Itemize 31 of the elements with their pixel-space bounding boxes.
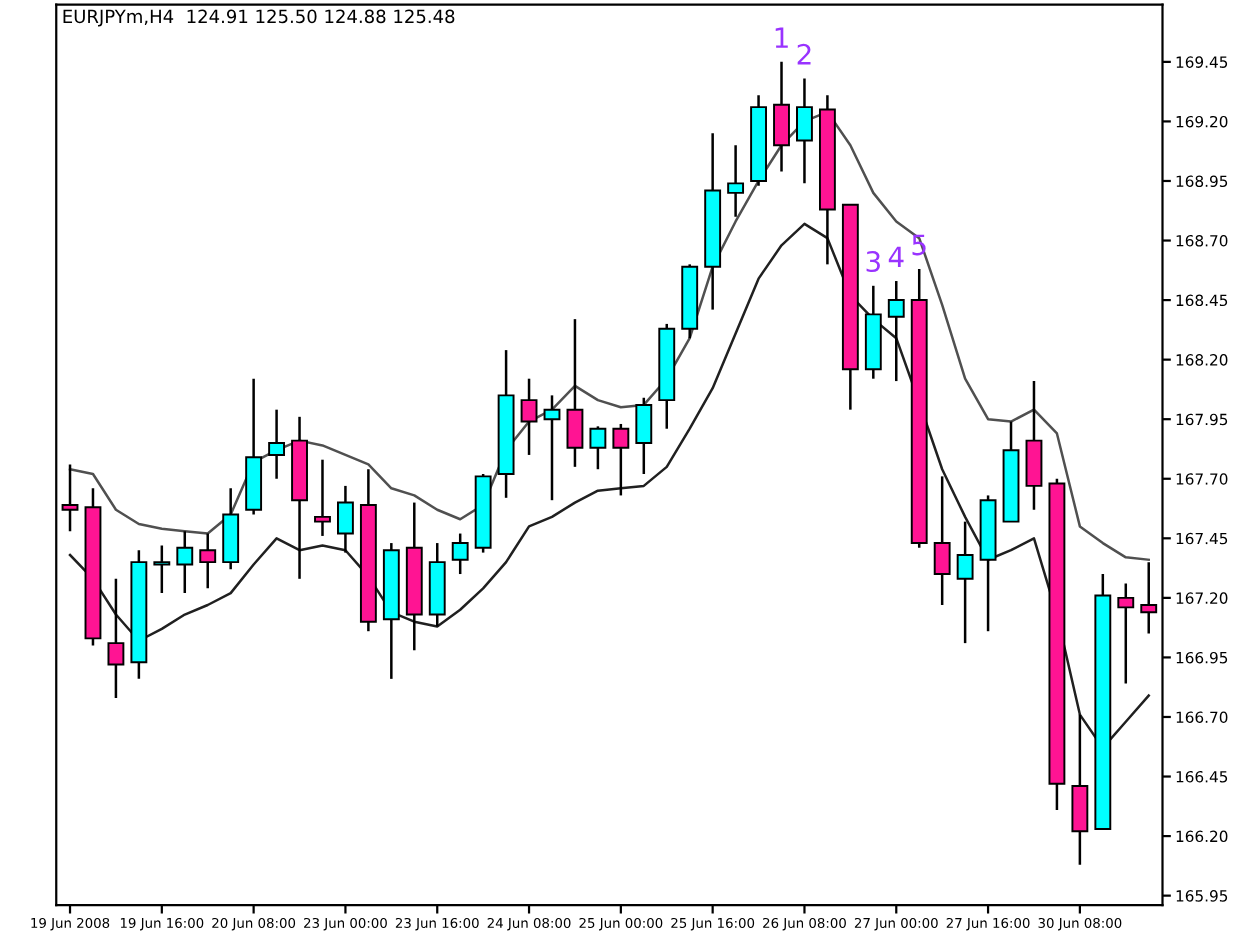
- candlestick: [222, 487, 240, 571]
- text: 3: [866, 251, 880, 273]
- text: 2: [797, 43, 811, 65]
- candlestick: [520, 377, 538, 457]
- candlestick: [1117, 582, 1135, 685]
- candlestick: [727, 143, 745, 218]
- candlestick: [933, 475, 951, 607]
- candlestick: [887, 279, 905, 383]
- candlestick: [61, 463, 79, 533]
- candlestick: [337, 484, 354, 554]
- candlestick: [199, 532, 217, 590]
- chart-title: EURJPYm,H4 124.91 125.50 124.88 125.48: [63, 9, 455, 27]
- candlestick: [176, 529, 194, 595]
- candlestick: [796, 77, 813, 185]
- candlestick: [268, 408, 286, 480]
- candlestick: [451, 532, 469, 576]
- candlestick: [566, 317, 584, 469]
- candlestick: [107, 577, 125, 700]
- candlestick: [314, 458, 331, 538]
- candlestick: [773, 60, 790, 173]
- candlestick: [153, 544, 171, 595]
- text: 4: [888, 246, 904, 267]
- candlestick: [635, 396, 653, 476]
- text: 1: [775, 27, 788, 48]
- candlestick: [956, 520, 974, 645]
- candlestick: [589, 425, 607, 471]
- candlestick: [543, 394, 561, 502]
- candlestick: [1140, 560, 1158, 635]
- candlestick: [1025, 379, 1043, 511]
- candlestick: [612, 422, 630, 497]
- candlestick: [1071, 713, 1089, 866]
